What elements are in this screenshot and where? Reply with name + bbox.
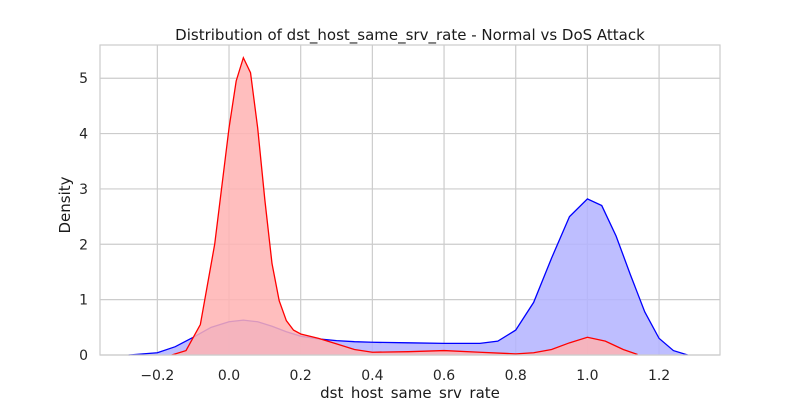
- y-tick-label: 4: [79, 127, 88, 143]
- y-axis-label: Density: [56, 176, 74, 233]
- x-tick-label: 1.2: [648, 368, 670, 384]
- x-tick-label: 1.0: [576, 368, 598, 384]
- x-tick-label: 0.0: [218, 368, 240, 384]
- x-tick-label: 0.2: [290, 368, 312, 384]
- y-tick-label: 3: [79, 182, 88, 198]
- chart-title: Distribution of dst_host_same_srv_rate -…: [175, 26, 645, 45]
- series-0-area: [128, 198, 688, 355]
- series-layer: [128, 55, 688, 356]
- y-tick-label: 2: [79, 237, 88, 253]
- series-1-line: [171, 55, 638, 356]
- y-tick-label: 1: [79, 293, 88, 309]
- series-1-area: [171, 57, 638, 355]
- x-tick-label: 0.4: [361, 368, 383, 384]
- x-axis-label: dst_host_same_srv_rate: [320, 384, 500, 400]
- x-axis-ticks: −0.2 0.0 0.2 0.4 0.6 0.8 1.0 1.2: [140, 368, 670, 384]
- plot-frame: [99, 44, 721, 356]
- y-tick-label: 5: [79, 71, 88, 87]
- x-tick-label: 0.8: [505, 368, 527, 384]
- x-tick-label: 0.6: [433, 368, 455, 384]
- y-axis-ticks: 0 1 2 3 4 5: [79, 71, 88, 364]
- y-tick-label: 0: [79, 348, 88, 364]
- x-tick-label: −0.2: [140, 368, 174, 384]
